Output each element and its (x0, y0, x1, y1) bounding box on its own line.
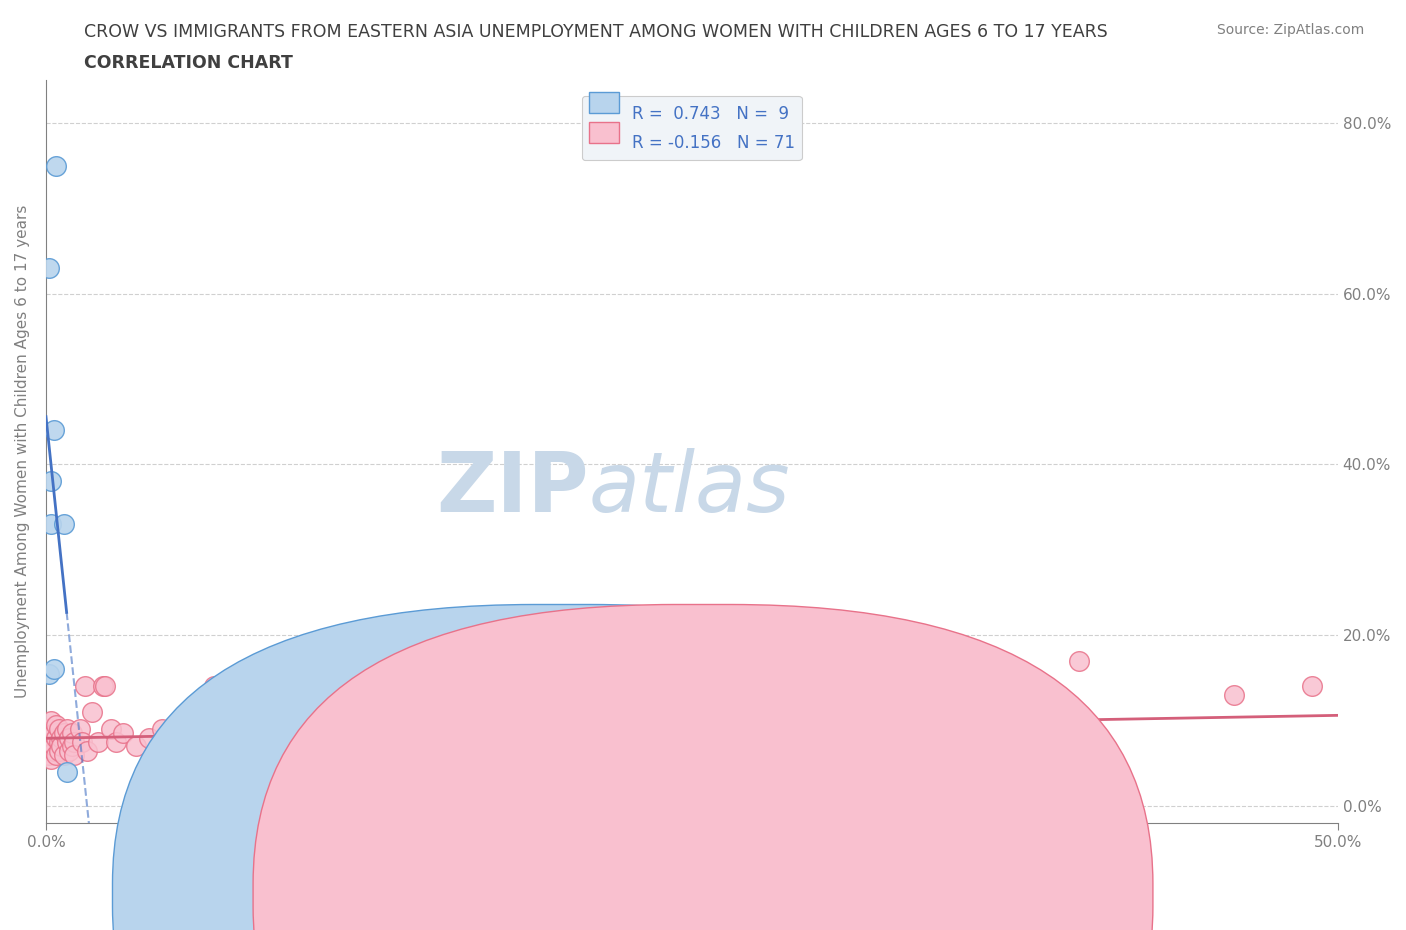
Point (733, 735, 755, 750)
Point (39, 735, 62, 750)
Point (474, 738, 496, 753)
Point (138, 730, 160, 745)
Point (55, 735, 77, 750)
Point (165, 743, 187, 758)
Point (70, 735, 93, 750)
Point (190, 735, 212, 750)
Point (91, 679, 114, 694)
Point (551, 738, 574, 753)
Point (1301, 679, 1323, 694)
Point (53, 726, 76, 741)
Point (125, 738, 148, 753)
Point (38, 730, 60, 745)
Point (1223, 687, 1246, 702)
Point (38, 666, 60, 681)
Point (1069, 654, 1091, 669)
Y-axis label: Unemployment Among Women with Children Ages 6 to 17 years: Unemployment Among Women with Children A… (15, 205, 30, 698)
Point (58, 730, 80, 745)
Point (42, 662, 65, 677)
Point (371, 743, 394, 758)
Point (785, 738, 807, 753)
Point (39, 474, 62, 489)
Point (292, 726, 315, 741)
Point (76, 743, 98, 758)
Point (69, 722, 91, 737)
Text: Immigrants from Eastern Asia: Immigrants from Eastern Asia (738, 887, 966, 902)
Point (603, 730, 626, 745)
Point (60, 726, 83, 741)
Point (42, 423, 65, 438)
Point (42, 743, 65, 758)
Point (965, 735, 987, 750)
Point (45, 730, 67, 745)
Point (835, 743, 858, 758)
Point (242, 722, 264, 737)
Point (42, 726, 65, 741)
Point (38, 260, 60, 275)
Point (45, 717, 67, 732)
Point (63, 735, 86, 750)
Point (82, 705, 104, 720)
Point (655, 743, 678, 758)
Point (94, 679, 117, 694)
Text: CORRELATION CHART: CORRELATION CHART (84, 54, 294, 72)
Text: ZIP: ZIP (436, 448, 589, 529)
Point (51, 730, 73, 745)
Point (150, 722, 173, 737)
Point (39, 751, 62, 766)
Point (319, 735, 342, 750)
Text: atlas: atlas (589, 448, 790, 529)
Point (55, 722, 77, 737)
Point (39, 517, 62, 532)
Point (38, 722, 60, 737)
Point (39, 713, 62, 728)
Point (267, 730, 290, 745)
Point (215, 679, 238, 694)
Point (48, 722, 70, 737)
Point (104, 735, 127, 750)
Point (38, 748, 60, 763)
Point (63, 748, 86, 763)
Legend: R =  0.743   N =  9, R = -0.156   N = 71: R = 0.743 N = 9, R = -0.156 N = 71 (582, 96, 801, 160)
Point (254, 735, 277, 750)
Text: Crow: Crow (598, 887, 636, 902)
Point (396, 722, 419, 737)
Point (112, 726, 135, 741)
Text: CROW VS IMMIGRANTS FROM EASTERN ASIA UNEMPLOYMENT AMONG WOMEN WITH CHILDREN AGES: CROW VS IMMIGRANTS FROM EASTERN ASIA UNE… (84, 23, 1108, 41)
Point (202, 679, 225, 694)
Point (58, 743, 80, 758)
Point (526, 735, 548, 750)
Point (48, 743, 70, 758)
Text: Source: ZipAtlas.com: Source: ZipAtlas.com (1216, 23, 1364, 37)
Point (42, 738, 65, 753)
Point (499, 726, 522, 741)
Point (53, 748, 76, 763)
Point (45, 748, 67, 763)
Point (73, 679, 96, 694)
Point (48, 735, 70, 750)
Point (53, 517, 76, 532)
Point (55, 764, 77, 779)
Point (422, 730, 444, 745)
Point (887, 730, 910, 745)
Point (449, 735, 471, 750)
Point (45, 158, 67, 173)
Point (51, 738, 73, 753)
Point (100, 722, 122, 737)
Point (344, 738, 367, 753)
Point (60, 738, 83, 753)
Point (280, 738, 302, 753)
Point (38, 738, 60, 753)
Point (86, 735, 108, 750)
